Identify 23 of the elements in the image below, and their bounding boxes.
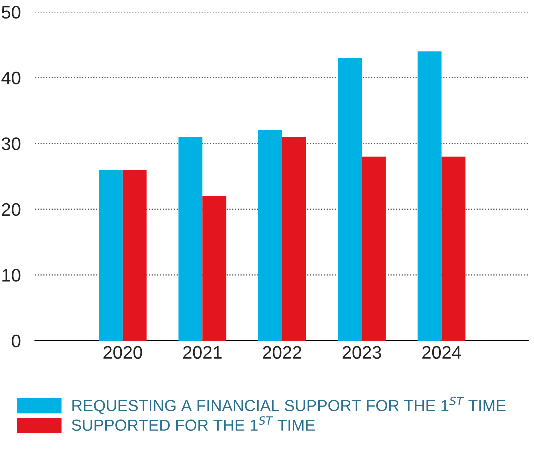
y-tick-label: 30 (2, 138, 21, 150)
bar (338, 58, 362, 341)
bar (122, 170, 147, 341)
x-tick-label: 2024 (422, 346, 462, 360)
bar (282, 137, 306, 341)
bar (362, 156, 386, 341)
bar (258, 130, 282, 341)
legend-label: REQUESTING A FINANCIAL SUPPORT FOR THE 1$^{ST}$ TIME (72, 396, 506, 414)
legend-label: SUPPORTED FOR THE 1$^{ST}$ TIME (72, 416, 316, 432)
x-tick-label: 2023 (342, 346, 382, 360)
x-tick-label: 2021 (183, 346, 222, 360)
bar (202, 196, 227, 341)
bar (178, 137, 203, 341)
x-tick-label: 2020 (104, 346, 142, 360)
y-tick-label: 20 (2, 203, 21, 216)
bar (418, 52, 442, 341)
x-tick-label: 2022 (263, 346, 302, 360)
y-tick-label: 10 (2, 269, 21, 282)
y-tick-label: 40 (2, 72, 21, 85)
y-tick-label: 0 (12, 334, 21, 348)
bar (442, 156, 466, 341)
bar (99, 170, 123, 341)
y-tick-label: 50 (2, 6, 21, 19)
